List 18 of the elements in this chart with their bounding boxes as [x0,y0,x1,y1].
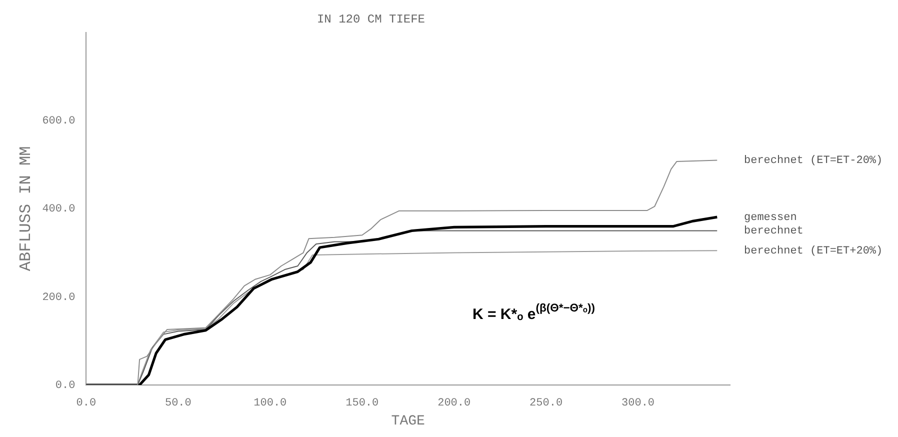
x-tick-label: 250.0 [530,398,563,410]
x-tick-label: 200.0 [438,398,471,410]
x-axis-title: TAGE [391,413,425,430]
text: berechnet (ET=ET+20%) [744,245,883,258]
x-tick-label: 0.0 [76,398,96,410]
x-tick-label: 300.0 [622,398,655,410]
chart-title: IN 120 CM TIEFE [316,12,426,26]
text: berechnet [744,226,804,238]
text: berechnet (ET=ET-20%) [744,155,883,168]
y-tick-label: 0.0 [55,380,76,392]
y-tick-label: 400.0 [42,204,76,216]
y-tick-label: 600.0 [42,115,76,128]
x-tick-label: 100.0 [254,398,287,410]
text: gemessen [744,212,797,224]
y-tick-label: 200.0 [42,292,76,304]
y-axis-title: ABFLUSS IN MM [16,146,35,272]
x-tick-label: 50.0 [164,398,192,410]
x-tick-label: 150.0 [346,398,379,410]
